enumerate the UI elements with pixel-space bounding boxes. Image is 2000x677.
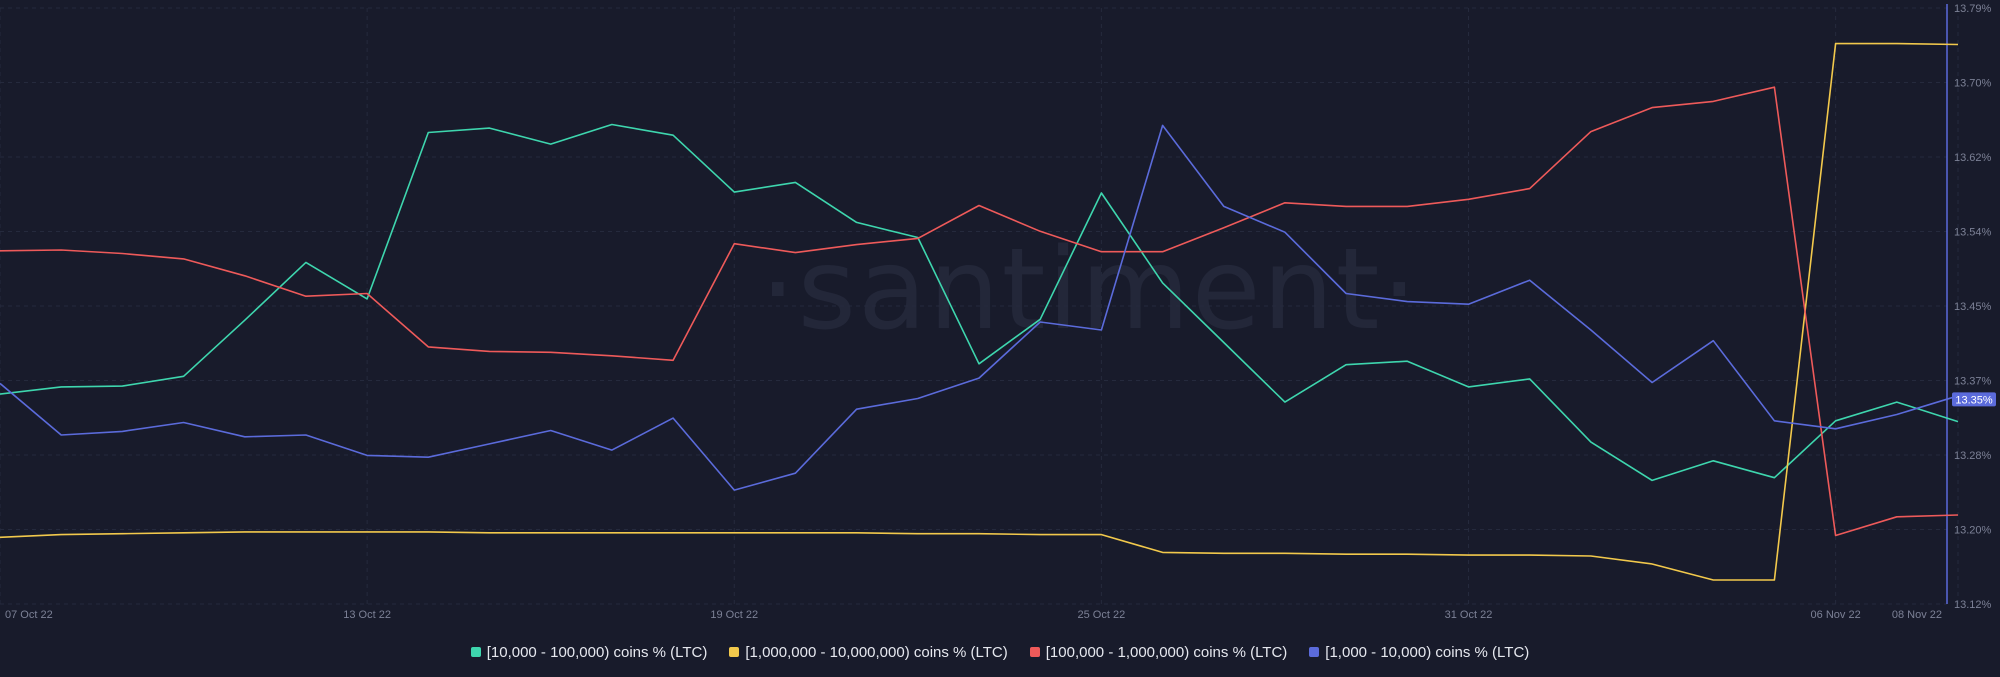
legend-label: [1,000 - 10,000) coins % (LTC)	[1325, 643, 1530, 661]
legend-swatch	[1309, 647, 1320, 657]
x-tick-label: 07 Oct 22	[5, 609, 53, 621]
y-tick-label: 13.79%	[1954, 3, 1992, 15]
y-tick-label: 13.20%	[1954, 525, 1992, 537]
series-line-4	[0, 124, 1959, 491]
x-tick-label: 08 Nov 22	[1892, 609, 1942, 621]
x-tick-label: 31 Oct 22	[1445, 609, 1493, 621]
y-tick-label: 13.54%	[1954, 227, 1992, 239]
series-line-2	[0, 42, 1959, 581]
y-tick-label: 13.70%	[1954, 78, 1992, 90]
series-line-1	[0, 123, 1959, 482]
x-tick-label: 13 Oct 22	[343, 609, 391, 621]
y-tick-label: 13.12%	[1954, 599, 1992, 611]
y-tick-label: 13.37%	[1954, 376, 1992, 388]
legend-item-1[interactable]: [10,000 - 100,000) coins % (LTC)	[470, 643, 708, 661]
x-tick-label: 25 Oct 22	[1078, 609, 1126, 621]
legend-swatch	[729, 647, 740, 657]
legend-item-3[interactable]: [100,000 - 1,000,000) coins % (LTC)	[1029, 643, 1288, 661]
current-value-badge	[1952, 392, 1996, 407]
y-tick-label: 13.45%	[1954, 301, 1992, 313]
legend-item-2[interactable]: [1,000,000 - 10,000,000) coins % (LTC)	[729, 643, 1008, 661]
chart-legend: [10,000 - 100,000) coins % (LTC) [1,000,0…	[0, 640, 2000, 664]
legend-label: [10,000 - 100,000) coins % (LTC)	[486, 643, 708, 661]
legend-swatch	[1029, 647, 1040, 657]
x-tick-label: 06 Nov 22	[1811, 609, 1861, 621]
y-tick-label: 13.62%	[1954, 152, 1992, 164]
y-tick-label: 13.28%	[1954, 450, 1992, 462]
legend-swatch	[470, 647, 481, 657]
legend-label: [1,000,000 - 10,000,000) coins % (LTC)	[745, 643, 1008, 661]
x-tick-label: 19 Oct 22	[710, 609, 758, 621]
current-value-badge-label: 13.35%	[1955, 394, 1993, 406]
legend-label: [100,000 - 1,000,000) coins % (LTC)	[1045, 643, 1288, 661]
legend-item-4[interactable]: [1,000 - 10,000) coins % (LTC)	[1309, 644, 1529, 661]
series-line-3	[0, 86, 1959, 537]
